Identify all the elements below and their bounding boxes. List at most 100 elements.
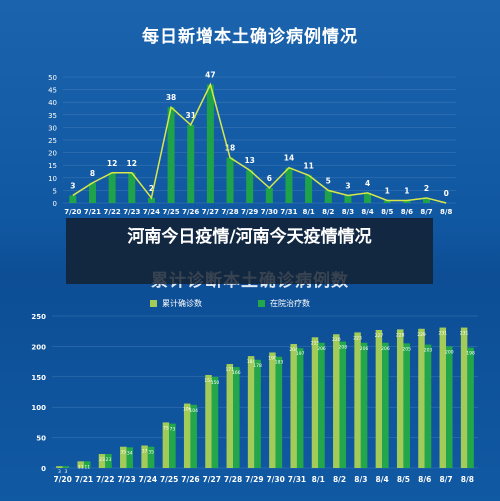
- x-tick-label: 7/27: [202, 208, 219, 216]
- y-tick-label: 15: [48, 162, 57, 170]
- x-tick-label: 8/8: [440, 208, 452, 216]
- y-tick-label: 50: [48, 74, 57, 82]
- x-tick-label: 7/29: [245, 475, 263, 484]
- data-label: 8: [90, 169, 95, 178]
- bar-cumulative: [333, 334, 340, 468]
- bar-cumulative: [98, 454, 106, 468]
- data-label: 171: [226, 367, 235, 373]
- bar-cumulative: [226, 364, 234, 468]
- y-tick-label: 40: [48, 99, 57, 107]
- data-label: 229: [417, 332, 426, 338]
- bar-in-hospital: [190, 404, 197, 468]
- bar: [167, 107, 175, 203]
- x-tick-label: 7/22: [96, 475, 114, 484]
- data-label: 73: [170, 427, 176, 433]
- caption-text: 河南今日疫情/河南今天疫情情况: [127, 227, 372, 247]
- x-tick-label: 7/20: [64, 208, 81, 216]
- data-label: 228: [396, 332, 405, 338]
- data-label: 75: [163, 425, 169, 431]
- bar-in-hospital: [254, 359, 261, 468]
- bar: [305, 175, 313, 203]
- bar: [383, 200, 391, 203]
- bar: [265, 187, 273, 203]
- data-label: 18: [225, 144, 235, 153]
- bar-in-hospital: [126, 447, 134, 468]
- data-label: 12: [127, 159, 137, 168]
- x-tick-label: 7/22: [104, 208, 121, 216]
- bar: [206, 84, 214, 203]
- bar-in-hospital: [467, 347, 474, 468]
- data-label: 23: [99, 457, 105, 463]
- data-label: 106: [183, 407, 192, 413]
- bar: [187, 124, 195, 203]
- y-tick-label: 20: [48, 150, 57, 158]
- x-tick-label: 7/20: [53, 475, 71, 484]
- y-tick-label: 0: [53, 200, 57, 208]
- bar: [423, 197, 431, 203]
- bar: [108, 172, 116, 203]
- bar-cumulative: [269, 352, 276, 468]
- bar-cumulative: [205, 374, 212, 468]
- bar-in-hospital: [360, 342, 368, 468]
- data-label: 35: [120, 450, 126, 456]
- x-tick-label: 8/5: [381, 208, 393, 216]
- y-tick-label: 35: [48, 112, 57, 120]
- bar-cumulative: [418, 328, 425, 468]
- x-tick-label: 7/27: [203, 475, 221, 484]
- legend-swatch-cumulative: [150, 300, 157, 307]
- y-tick-label: 200: [31, 343, 46, 351]
- caption-overlay: 河南今日疫情/河南今天疫情情况: [66, 218, 433, 284]
- bar-cumulative: [141, 445, 148, 468]
- x-tick-label: 7/23: [123, 208, 140, 216]
- x-tick-label: 8/2: [322, 208, 334, 216]
- bar-cumulative: [439, 327, 447, 468]
- x-tick-label: 7/24: [139, 475, 157, 484]
- trend-line: [72, 82, 447, 204]
- bar: [88, 182, 96, 203]
- data-label: 227: [375, 333, 384, 339]
- bar-in-hospital: [403, 343, 410, 468]
- legend-item-in-hospital: 在院治疗数: [258, 298, 310, 309]
- y-tick-label: 5: [53, 187, 57, 195]
- x-tick-label: 7/31: [288, 475, 306, 484]
- x-tick-label: 8/7: [439, 475, 452, 484]
- bar-in-hospital: [62, 466, 70, 468]
- bar-cumulative: [396, 329, 404, 468]
- data-label: 231: [460, 331, 469, 337]
- data-label: 104: [189, 408, 198, 414]
- bar-in-hospital: [382, 342, 389, 468]
- bar-in-hospital: [83, 461, 91, 468]
- x-tick-label: 8/8: [461, 475, 474, 484]
- bar-cumulative: [120, 446, 127, 468]
- data-label: 153: [204, 378, 213, 384]
- data-label: 206: [381, 346, 390, 352]
- data-label: 178: [253, 363, 262, 369]
- data-label: 5: [326, 176, 331, 185]
- data-label: 2: [424, 184, 429, 193]
- x-tick-label: 8/3: [342, 208, 354, 216]
- data-label: 11: [84, 464, 90, 470]
- bar-in-hospital: [147, 446, 155, 468]
- data-label: 2: [149, 184, 154, 193]
- bar-in-hospital: [446, 346, 453, 468]
- bar-in-hospital: [318, 342, 325, 468]
- x-tick-label: 8/6: [418, 475, 431, 484]
- data-label: 38: [166, 93, 176, 102]
- x-tick-label: 8/5: [397, 475, 410, 484]
- x-tick-label: 8/3: [354, 475, 367, 484]
- legend-swatch-in-hospital: [258, 300, 265, 307]
- data-label: 3: [70, 181, 75, 190]
- y-tick-label: 250: [31, 313, 46, 321]
- bar: [364, 192, 372, 203]
- data-label: 23: [106, 457, 112, 463]
- x-tick-label: 7/30: [266, 475, 284, 484]
- x-tick-label: 8/1: [302, 208, 314, 216]
- bar-cumulative: [311, 337, 319, 468]
- bar-in-hospital: [275, 356, 283, 468]
- data-label: 37: [142, 449, 148, 455]
- y-tick-label: 25: [48, 137, 57, 145]
- data-label: 4: [365, 179, 370, 188]
- daily-cases-chart: 0510152025303540455037/2087/21127/22127/…: [48, 71, 456, 216]
- data-label: 47: [205, 71, 215, 80]
